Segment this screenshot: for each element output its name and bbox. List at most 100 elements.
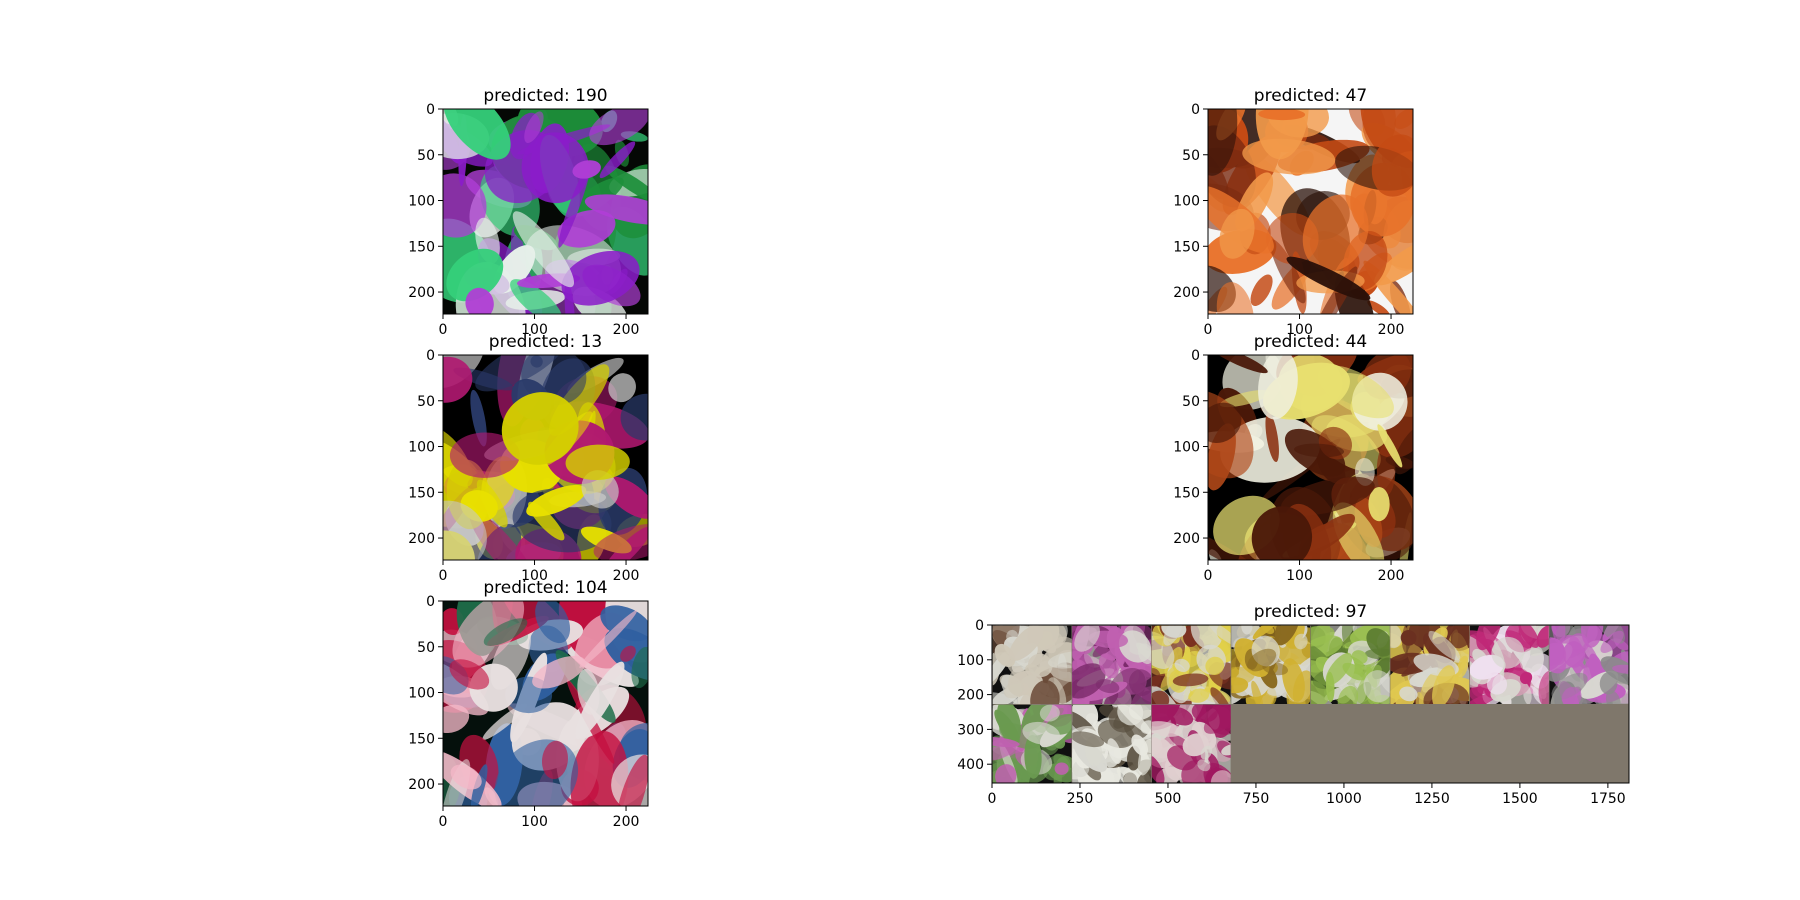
- subplot-title: predicted: 13: [489, 332, 602, 352]
- x-tick-label: 1750: [1590, 791, 1626, 807]
- y-tick-label: 100: [408, 194, 435, 210]
- y-tick-label: 0: [1191, 102, 1200, 118]
- image-content: [443, 355, 648, 560]
- x-tick-label: 250: [1067, 791, 1094, 807]
- image-content: [1390, 625, 1470, 704]
- image-content: [1310, 625, 1390, 704]
- grid-tile: [1072, 625, 1152, 704]
- x-tick-label: 200: [613, 322, 640, 338]
- y-tick-label: 100: [957, 653, 984, 669]
- grid-tile: [1151, 625, 1231, 704]
- image-content: [992, 704, 1072, 783]
- y-tick-label: 400: [957, 757, 984, 773]
- y-tick-label: 0: [1191, 348, 1200, 364]
- image-content: [1151, 625, 1231, 704]
- y-tick-label: 200: [1173, 531, 1200, 547]
- y-tick-label: 50: [417, 148, 435, 164]
- image-content: [992, 625, 1072, 704]
- x-tick-label: 100: [1286, 322, 1313, 338]
- y-tick-label: 0: [975, 618, 984, 634]
- x-tick-label: 750: [1243, 791, 1270, 807]
- y-tick-label: 0: [426, 348, 435, 364]
- grid-tile: [1549, 625, 1629, 704]
- x-tick-label: 0: [439, 322, 448, 338]
- subplot-title: predicted: 47: [1254, 86, 1367, 106]
- x-tick-label: 0: [1204, 322, 1213, 338]
- x-tick-label: 1500: [1502, 791, 1538, 807]
- x-tick-label: 100: [521, 568, 548, 584]
- grid-tile: [1390, 625, 1470, 704]
- x-tick-label: 1000: [1326, 791, 1362, 807]
- image-content: [1231, 625, 1311, 704]
- x-tick-label: 0: [988, 791, 997, 807]
- subplot-3: predicted: 13 0 100 200 0 50 100 150 200: [408, 332, 649, 584]
- grid-tile: [1310, 625, 1390, 704]
- image-content: [443, 601, 648, 806]
- axes-frame: [442, 354, 649, 561]
- y-tick-label: 150: [1173, 485, 1200, 501]
- y-tick-label: 150: [408, 239, 435, 255]
- x-tick-label: 0: [439, 568, 448, 584]
- axes-frame: [1207, 108, 1414, 315]
- subplot-title: predicted: 44: [1254, 332, 1367, 352]
- y-tick-label: 150: [408, 731, 435, 747]
- x-tick-label: 200: [613, 814, 640, 830]
- x-tick-label: 1250: [1414, 791, 1450, 807]
- y-tick-label: 50: [1182, 148, 1200, 164]
- y-tick-label: 50: [417, 640, 435, 656]
- x-tick-label: 200: [1378, 322, 1405, 338]
- y-tick-label: 100: [1173, 440, 1200, 456]
- x-tick-label: 100: [1286, 568, 1313, 584]
- y-tick-label: 200: [408, 531, 435, 547]
- axes-frame: [442, 108, 649, 315]
- image-content: [443, 109, 648, 314]
- y-tick-label: 200: [957, 688, 984, 704]
- y-tick-label: 100: [408, 686, 435, 702]
- y-tick-label: 200: [408, 777, 435, 793]
- image-content: [1469, 625, 1549, 704]
- y-tick-label: 100: [408, 440, 435, 456]
- x-tick-label: 0: [1204, 568, 1213, 584]
- y-tick-label: 0: [426, 594, 435, 610]
- y-tick-label: 200: [1173, 285, 1200, 301]
- y-tick-label: 150: [1173, 239, 1200, 255]
- image-content: [1208, 109, 1413, 314]
- subplot-6: predicted: 97 0 250 500 750 1000 1250 1500 1750 0…: [957, 602, 1630, 807]
- axes-frame: [1207, 354, 1414, 561]
- grid-tile: [1469, 625, 1549, 704]
- grid-tile: [1072, 704, 1152, 783]
- subplot-2: predicted: 47 0 100 200 0 50 100 150 200: [1173, 86, 1414, 338]
- y-tick-label: 100: [1173, 194, 1200, 210]
- y-tick-label: 300: [957, 722, 984, 738]
- image-content: [1208, 355, 1413, 560]
- grid-tile: [992, 625, 1072, 704]
- x-tick-label: 200: [1378, 568, 1405, 584]
- y-tick-label: 50: [1182, 394, 1200, 410]
- image-content: [1072, 625, 1152, 704]
- x-tick-label: 500: [1155, 791, 1182, 807]
- grid-tile: [1231, 625, 1311, 704]
- y-tick-label: 150: [408, 485, 435, 501]
- x-tick-label: 200: [613, 568, 640, 584]
- image-content: [1151, 704, 1231, 783]
- y-tick-label: 200: [408, 285, 435, 301]
- grid-tile: [1151, 704, 1231, 783]
- x-tick-label: 100: [521, 322, 548, 338]
- axes-frame: [442, 600, 649, 807]
- axes-frame: [991, 624, 1630, 784]
- image-content: [1549, 625, 1629, 704]
- subplot-4: predicted: 44 0 100 200 0 50 100 150 200: [1173, 332, 1414, 584]
- subplot-title: predicted: 97: [1254, 602, 1367, 622]
- y-tick-label: 0: [426, 102, 435, 118]
- subplot-5: predicted: 104 0 100 200 0 50 100 150 200: [408, 578, 649, 830]
- subplot-title: predicted: 104: [483, 578, 607, 598]
- grid-tile: [992, 704, 1072, 783]
- image-content: [1072, 704, 1152, 783]
- x-tick-label: 0: [439, 814, 448, 830]
- subplot-title: predicted: 190: [483, 86, 607, 106]
- x-tick-label: 100: [521, 814, 548, 830]
- subplot-1: predicted: 190 0 100 200 0 50 100 150 200: [408, 86, 649, 338]
- y-tick-label: 50: [417, 394, 435, 410]
